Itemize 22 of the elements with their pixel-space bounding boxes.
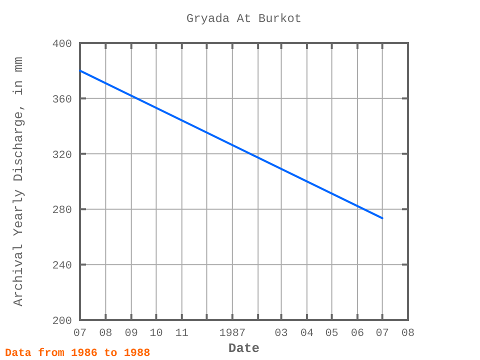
y-tick-label: 360	[52, 94, 72, 106]
x-tick-label: 06	[350, 328, 364, 340]
y-tick-label: 240	[52, 260, 72, 273]
x-tick-label: 08	[401, 328, 415, 340]
text: Data from 1986 to 1988	[5, 347, 151, 360]
x-tick-label: 03	[274, 328, 288, 340]
y-tick-label: 200	[52, 316, 72, 328]
x-tick-label: 1987	[219, 328, 246, 340]
x-tick-label: 08	[99, 328, 112, 340]
x-tick-label: 11	[175, 328, 189, 340]
y-tick-label: 280	[52, 205, 72, 218]
x-axis-title: Date	[228, 341, 260, 356]
x-tick-label: 04	[300, 328, 314, 340]
x-tick-label: 07	[73, 328, 87, 340]
x-tick-label: 05	[325, 328, 338, 340]
x-tick-label: 09	[124, 328, 138, 340]
x-tick-label: 07	[376, 328, 389, 340]
y-tick-label: 400	[52, 39, 72, 51]
chart-title: Gryada At Burkot	[186, 12, 302, 26]
y-axis-title: Archival Yearly Discharge, in mm	[11, 56, 26, 306]
y-tick-label: 320	[52, 150, 72, 162]
x-tick-label: 10	[150, 328, 163, 340]
